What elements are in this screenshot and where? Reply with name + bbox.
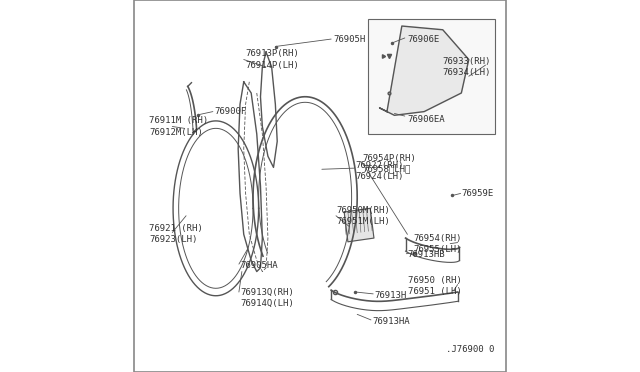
Text: 76933(RH)
76934(LH): 76933(RH) 76934(LH)	[443, 57, 491, 77]
Text: 76905H: 76905H	[333, 35, 365, 44]
Text: 76921 (RH)
76923(LH): 76921 (RH) 76923(LH)	[149, 224, 203, 244]
Text: 76950M(RH)
76951M(LH): 76950M(RH) 76951M(LH)	[337, 206, 390, 226]
Polygon shape	[380, 26, 468, 115]
Text: 76913P(RH)
76914P(LH): 76913P(RH) 76914P(LH)	[246, 49, 300, 70]
Polygon shape	[344, 208, 374, 242]
Text: 76954(RH)
76955(LH): 76954(RH) 76955(LH)	[413, 234, 461, 254]
Text: 76911M (RH)
76912M(LH): 76911M (RH) 76912M(LH)	[149, 116, 208, 137]
Text: 76913H: 76913H	[374, 291, 406, 300]
Text: 76906E: 76906E	[408, 35, 440, 44]
Text: 76950 (RH)
76951 (LH): 76950 (RH) 76951 (LH)	[408, 276, 461, 296]
FancyBboxPatch shape	[369, 19, 495, 134]
Text: 76954P(RH)
76958（LH）: 76954P(RH) 76958（LH）	[363, 154, 417, 174]
Text: 76913Q(RH)
76914Q(LH): 76913Q(RH) 76914Q(LH)	[240, 288, 294, 308]
Text: 76959E: 76959E	[461, 189, 493, 198]
Text: 76922(RH)
76924(LH): 76922(RH) 76924(LH)	[355, 161, 404, 181]
Text: 76905HA: 76905HA	[240, 262, 278, 270]
Text: 76913HA: 76913HA	[372, 317, 410, 326]
Text: 76906EA: 76906EA	[408, 115, 445, 124]
Text: 76900F: 76900F	[214, 107, 246, 116]
Text: .J76900 0: .J76900 0	[447, 345, 495, 354]
Text: 76913HB: 76913HB	[408, 250, 445, 259]
